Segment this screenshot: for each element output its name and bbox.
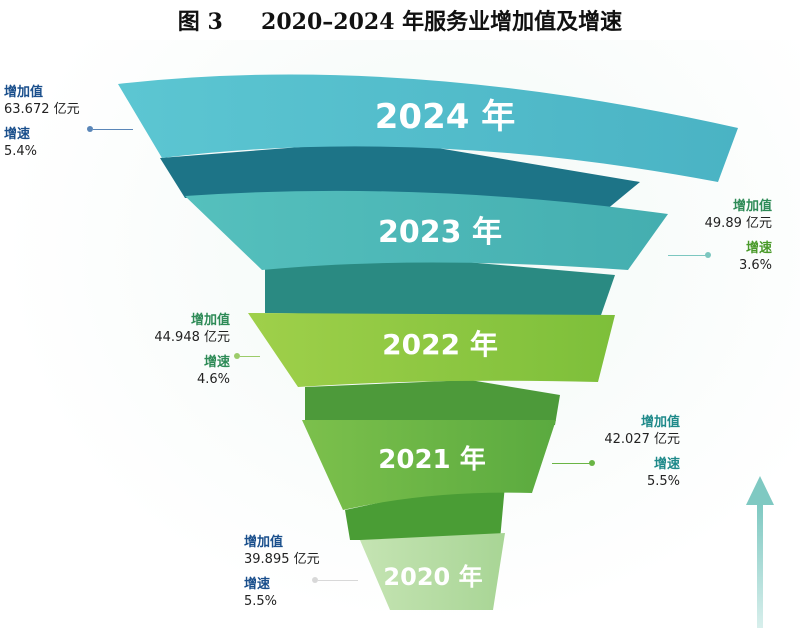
growth-label-2021: 增速 <box>653 457 680 472</box>
connector-line-2020 <box>318 580 358 581</box>
year-label-2021: 2021 年 <box>378 444 485 475</box>
growth-2024: 5.4% <box>4 144 38 159</box>
value-label-2023: 增加值 <box>732 199 772 214</box>
year-label-2020: 2020 年 <box>383 563 482 591</box>
value-2022: 44.948 亿元 <box>154 330 230 345</box>
growth-arrow-shaft <box>757 505 763 628</box>
info-2023: 增加值 49.89 亿元 增速 3.6% <box>700 198 772 274</box>
fold-2024-2023 <box>160 140 640 215</box>
info-2022: 增加值 44.948 亿元 增速 4.6% <box>120 312 230 388</box>
growth-label-2022: 增速 <box>203 355 230 370</box>
growth-label-2024: 增速 <box>4 127 31 142</box>
connector-line-2022 <box>240 356 260 357</box>
connector-dot-2022 <box>234 353 240 359</box>
value-label-2022: 增加值 <box>190 313 230 328</box>
year-label-2023: 2023 年 <box>378 215 502 250</box>
info-2024: 增加值 63.672 亿元 增速 5.4% <box>4 84 80 160</box>
year-label-2022: 2022 年 <box>382 328 498 361</box>
value-2023: 49.89 亿元 <box>704 216 772 231</box>
growth-2021: 5.5% <box>646 474 680 489</box>
fold-2022-2021 <box>305 380 560 425</box>
figure-title: 图 3 2020–2024 年服务业增加值及增速 <box>177 9 623 35</box>
value-label-2024: 增加值 <box>4 85 44 100</box>
band-2022 <box>248 313 615 387</box>
connector-line-2024 <box>93 129 133 130</box>
growth-label-2023: 增速 <box>745 241 772 256</box>
connector-dot-2023 <box>705 252 711 258</box>
band-2021 <box>302 420 556 510</box>
growth-2020: 5.5% <box>244 594 278 609</box>
fold-2023-2022 <box>265 258 615 318</box>
connector-dot-2021 <box>589 460 595 466</box>
value-2020: 39.895 亿元 <box>244 552 320 567</box>
growth-2023: 3.6% <box>738 258 772 273</box>
band-2020 <box>360 533 505 610</box>
band-2024 <box>118 74 738 182</box>
value-label-2020: 增加值 <box>244 535 284 550</box>
fold-2021-2020 <box>345 485 505 540</box>
value-2021: 42.027 亿元 <box>604 432 680 447</box>
info-2020: 增加值 39.895 亿元 增速 5.5% <box>244 534 320 610</box>
info-2021: 增加值 42.027 亿元 增速 5.5% <box>580 414 680 490</box>
connector-dot-2020 <box>312 577 318 583</box>
connector-line-2021 <box>552 463 590 464</box>
growth-label-2020: 增速 <box>244 577 271 592</box>
year-label-2024: 2024 年 <box>375 97 515 137</box>
value-2024: 63.672 亿元 <box>4 102 80 117</box>
value-label-2021: 增加值 <box>640 415 680 430</box>
connector-dot-2024 <box>87 126 93 132</box>
band-2023 <box>185 190 668 270</box>
connector-line-2023 <box>668 255 706 256</box>
growth-2022: 4.6% <box>196 372 230 387</box>
growth-arrow-head <box>746 476 774 505</box>
